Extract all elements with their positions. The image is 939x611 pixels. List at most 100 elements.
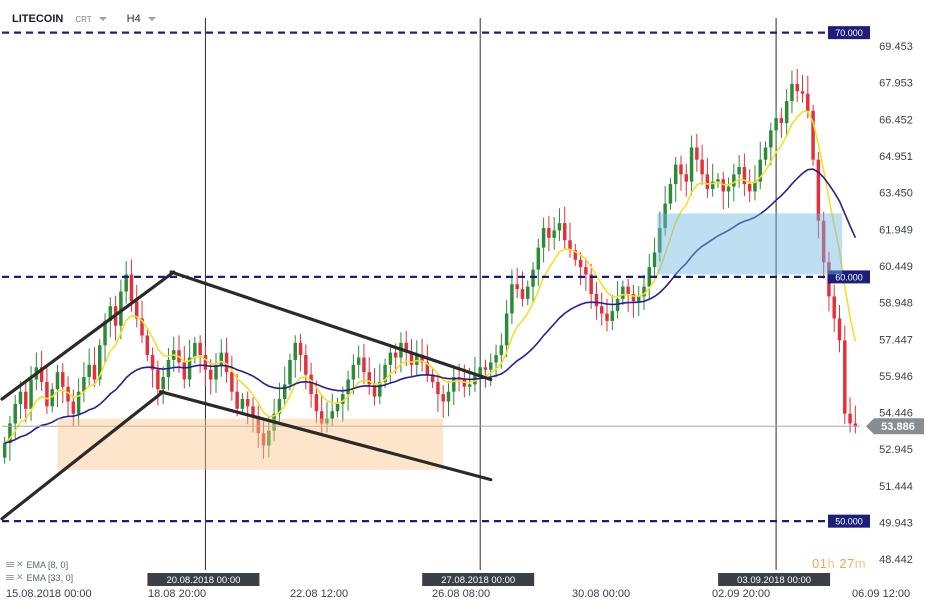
candle-body [631, 294, 636, 302]
candle-body [372, 384, 377, 397]
price-level-tag-label: 70.000 [835, 28, 863, 38]
candle-body [87, 364, 91, 378]
candle-body [446, 391, 451, 402]
candle-body [71, 401, 76, 414]
instrument-type-label[interactable]: CRT [75, 14, 92, 24]
candle-body [510, 284, 514, 314]
candle-body [806, 93, 810, 111]
resistance-zone [657, 213, 843, 275]
candle-body [605, 313, 609, 321]
y-tick-label: 49.943 [879, 518, 913, 530]
candle-body [753, 181, 757, 192]
candle-body [811, 110, 815, 160]
timer-hours-unit: h [827, 556, 836, 571]
candle-body [700, 159, 704, 175]
flag-pattern-line [169, 270, 493, 382]
indicator-legend-ema-slow[interactable]: ✕ EMA [33, 0] [6, 572, 73, 583]
candle-body [267, 430, 271, 446]
candle-body [747, 184, 752, 192]
candle-body [346, 379, 350, 395]
candle-body [293, 342, 298, 360]
candle-body [668, 184, 673, 204]
period-marker-label: 20.08.2018 00:00 [166, 575, 240, 586]
indicator-legend-ema-fast[interactable]: ✕ EMA [8, 0] [6, 559, 68, 570]
y-tick-label: 63.450 [879, 188, 913, 200]
candle-body [790, 83, 794, 102]
candle-body [341, 394, 345, 404]
candle-body [742, 166, 747, 185]
y-tick-label: 55.946 [879, 371, 913, 383]
chevron-down-icon[interactable] [98, 17, 107, 21]
candle-body [489, 362, 493, 370]
price-level-tag-label: 50.000 [835, 517, 863, 527]
candle-body [319, 411, 324, 424]
period-marker-tag [422, 573, 535, 586]
candle-body [240, 399, 245, 409]
candle-body [784, 101, 789, 124]
candle-body [710, 181, 715, 189]
candle-body [288, 359, 292, 385]
x-tick-label: 15.08.2018 00:00 [6, 588, 92, 600]
candle-body [362, 357, 366, 373]
y-tick-label: 61.949 [879, 224, 913, 236]
candle-body [562, 223, 567, 241]
candle-body [235, 391, 239, 409]
candle-body [589, 274, 593, 294]
candle-body [578, 259, 583, 268]
y-tick-label: 51.444 [879, 481, 913, 493]
candle-body [642, 286, 646, 297]
x-tick-label: 26.08 08:00 [432, 588, 490, 600]
timeframe-label[interactable]: H4 [126, 13, 141, 25]
candle-body [45, 381, 49, 407]
candle-body [795, 83, 799, 92]
period-marker-label: 03.09.2018 00:00 [737, 575, 811, 586]
candle-body [103, 320, 107, 346]
candle-body [552, 230, 556, 238]
candle-body [150, 355, 155, 370]
candle-body [430, 374, 435, 382]
candle-body [298, 342, 303, 356]
candle-body [673, 164, 678, 185]
candle-body [441, 394, 445, 402]
candle-body [647, 267, 652, 287]
candle-body [66, 386, 70, 402]
current-price-label: 53.886 [881, 421, 915, 433]
price-level-tag [828, 270, 870, 284]
x-tick-label: 22.08 12:00 [290, 588, 348, 600]
candle-body [182, 362, 187, 380]
candle-body [848, 413, 852, 424]
y-tick-label: 48.442 [879, 554, 913, 566]
candle-body [769, 130, 773, 148]
y-tick-label: 66.452 [879, 114, 913, 126]
candle-body [82, 377, 86, 392]
candle-body [404, 342, 408, 353]
close-icon[interactable]: ✕ [16, 559, 24, 569]
candle-body [351, 364, 356, 380]
candle-body [203, 355, 208, 370]
close-icon[interactable]: ✕ [16, 572, 24, 582]
candle-body [129, 274, 134, 302]
y-tick-label: 67.953 [879, 78, 913, 90]
candle-body [536, 247, 541, 270]
candle-body [108, 306, 113, 321]
candle-body [409, 352, 414, 365]
candle-body [367, 372, 371, 385]
candle-body [277, 399, 282, 414]
candle-body [779, 118, 784, 124]
candle-body [774, 118, 778, 131]
candle-body [198, 342, 202, 356]
candle-body [800, 91, 805, 94]
drag-handle-icon[interactable] [6, 574, 14, 581]
y-tick-label: 57.447 [879, 334, 913, 346]
candle-body [61, 372, 65, 387]
candle-body [721, 179, 726, 192]
x-tick-label: 06.09 12:00 [852, 588, 910, 600]
candle-body [388, 352, 393, 365]
flag-pattern-line [0, 390, 165, 521]
candle-body [726, 186, 731, 192]
chevron-down-icon[interactable] [147, 17, 156, 21]
candle-body [335, 403, 340, 412]
candle-body [837, 318, 842, 341]
drag-handle-icon[interactable] [6, 561, 14, 568]
